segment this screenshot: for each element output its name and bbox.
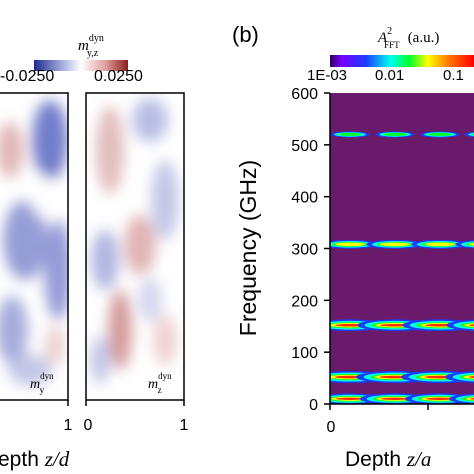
blob — [132, 98, 168, 142]
colorbar-a-bar — [34, 60, 128, 71]
y-tick-label: 0 — [309, 397, 318, 414]
blob — [124, 215, 156, 275]
colorbar-a-max-label: 0.0250 — [94, 68, 143, 85]
band-streak — [468, 324, 474, 327]
y-tick-label: 500 — [291, 138, 318, 155]
blob — [30, 175, 50, 215]
x-tick-label: 1 — [64, 417, 73, 434]
blob — [91, 230, 119, 290]
blob — [138, 278, 162, 322]
band-308ghz — [330, 239, 474, 249]
colorbar-b-label: A2 FFT (a.u.) — [377, 26, 439, 50]
colorbar-a-min-label: -0.0250 — [0, 68, 54, 85]
blob — [90, 336, 110, 384]
band-520ghz — [330, 131, 474, 138]
blob — [44, 220, 68, 320]
plot-b: 0 100 200 300 400 500 600 0 — [291, 86, 474, 436]
x-axis-label-b: Depth z/a — [345, 447, 431, 471]
blob — [32, 100, 68, 180]
subplot-my: mdyn y 1 — [0, 92, 73, 434]
blob — [8, 354, 52, 386]
band-streak — [380, 397, 410, 401]
colorbar-a-label: mdyn y,z — [78, 33, 104, 59]
subplot-my-inset-label: mdyn y — [30, 371, 54, 395]
subplot-mz-map — [86, 93, 184, 400]
band-streak — [335, 397, 365, 401]
blob — [153, 314, 177, 366]
frequency-bands — [330, 131, 474, 404]
y-tick-label: 300 — [291, 242, 318, 259]
band-152ghz — [330, 319, 474, 332]
subplot-my-frame — [0, 92, 69, 401]
band-streak — [334, 242, 366, 247]
blob — [45, 325, 65, 365]
x-tick-label: 0 — [327, 419, 336, 436]
colorbar-b-tick-label: 0.1 — [443, 67, 464, 84]
panel-label-b: (b) — [232, 22, 259, 47]
band-streak — [334, 323, 366, 327]
band-streak — [471, 133, 474, 136]
colorbar-b-tick-label: 1E-03 — [307, 67, 347, 84]
blob — [96, 106, 124, 194]
band-streak — [379, 323, 411, 327]
y-ticks: 0 100 200 300 400 500 600 — [291, 86, 330, 414]
blob — [3, 200, 47, 280]
y-axis-label-b: Frequency (GHz) — [235, 160, 261, 336]
y-tick-label: 600 — [291, 86, 318, 103]
band-streak — [468, 243, 474, 246]
x-axis-label-a: epth z/d — [0, 447, 70, 471]
y-tick-label: 200 — [291, 293, 318, 310]
x-tick-label: 0 — [84, 417, 93, 434]
band-streak — [382, 132, 408, 137]
colorbar-b: A2 FFT (a.u.) 1E-03 0.01 0.1 — [307, 26, 474, 84]
blob — [0, 296, 28, 364]
colorbar-b-tick-label: 0.01 — [375, 67, 404, 84]
colorbar-b-bar — [330, 55, 474, 67]
band-streak — [468, 376, 474, 379]
subplot-my-map — [0, 93, 68, 400]
band-streak — [465, 397, 474, 401]
band-streak — [427, 132, 453, 137]
blob — [108, 290, 132, 370]
band-streak — [379, 242, 411, 247]
y-tick-label: 400 — [291, 190, 318, 207]
band-streak — [424, 242, 456, 247]
subplot-mz-inset-label: mdyn z — [148, 371, 172, 395]
band-10ghz — [330, 393, 474, 404]
band-streak — [468, 132, 474, 137]
band-streak — [425, 397, 455, 401]
y-tick-label: 100 — [291, 345, 318, 362]
band-52ghz — [330, 371, 474, 384]
subplot-mz-frame — [85, 92, 185, 401]
band-streak — [469, 397, 474, 400]
blob — [151, 160, 179, 240]
colorbar-a: mdyn y,z -0.0250 0.0250 — [0, 33, 143, 85]
subplot-mz: mdyn z 0 1 — [84, 92, 189, 434]
blob — [0, 122, 24, 178]
band-streak — [337, 132, 363, 137]
x-tick-label: 1 — [180, 417, 189, 434]
